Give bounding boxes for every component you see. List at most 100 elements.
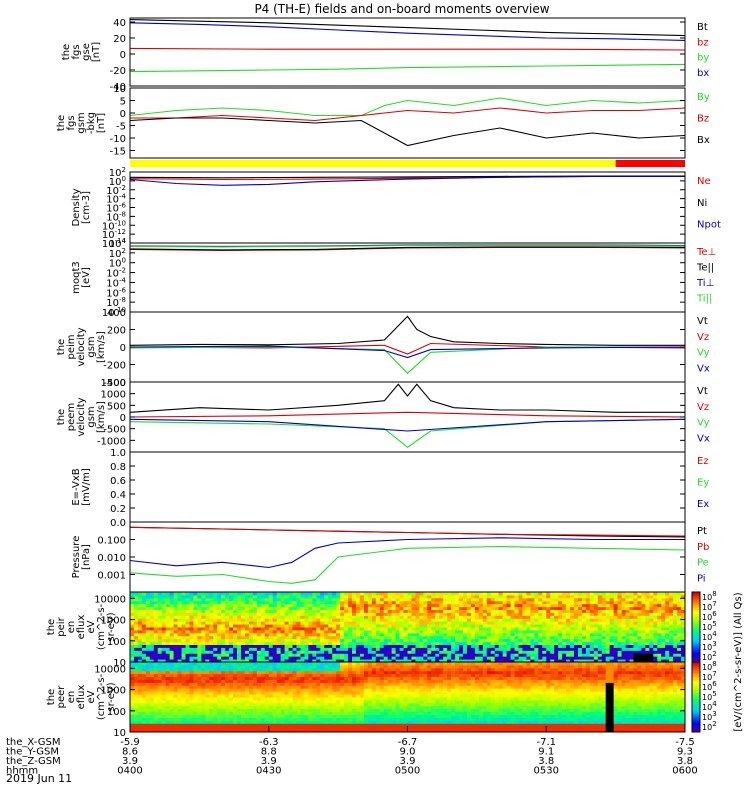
heatmap-cell	[138, 703, 142, 706]
heatmap-cell	[610, 650, 614, 653]
heatmap-cell	[320, 682, 324, 685]
heatmap-cell	[352, 633, 356, 636]
heatmap-cell	[653, 647, 657, 650]
heatmap-cell	[431, 618, 435, 621]
heatmap-cell	[364, 618, 368, 621]
heatmap-cell	[451, 633, 455, 636]
heatmap-cell	[566, 604, 570, 607]
panel-efield: 1.00.80.60.40.20.0E=-VxB [mV/m]EzEyEx	[71, 448, 709, 529]
heatmap-cell	[193, 604, 197, 607]
heatmap-cell	[415, 647, 419, 650]
heatmap-cell	[233, 642, 237, 645]
heatmap-cell	[209, 630, 213, 633]
heatmap-cell	[225, 607, 229, 610]
heatmap-cell	[320, 706, 324, 709]
heatmap-cell	[637, 607, 641, 610]
heatmap-cell	[146, 592, 150, 595]
heatmap-cell	[285, 636, 289, 639]
heatmap-cell	[483, 615, 487, 618]
heatmap-cell	[554, 592, 558, 595]
heatmap-cell	[491, 627, 495, 630]
heatmap-cell	[130, 706, 134, 709]
heatmap-cell	[162, 694, 166, 697]
heatmap-cell	[491, 639, 495, 642]
heatmap-cell	[130, 636, 134, 639]
heatmap-cell	[340, 607, 344, 610]
heatmap-cell	[594, 615, 598, 618]
heatmap-cell	[586, 647, 590, 650]
heatmap-cell	[356, 612, 360, 615]
heatmap-cell	[312, 653, 316, 656]
heatmap-cell	[213, 685, 217, 688]
heatmap-cell	[566, 618, 570, 621]
heatmap-cell	[507, 621, 511, 624]
heatmap-cell	[404, 633, 408, 636]
heatmap-cell	[574, 653, 578, 656]
heatmap-cell	[661, 653, 665, 656]
heatmap-cell	[360, 642, 364, 645]
heatmap-cell	[610, 607, 614, 610]
heatmap-cell	[542, 612, 546, 615]
heatmap-cell	[229, 715, 233, 718]
heatmap-cell	[233, 709, 237, 712]
heatmap-cell	[372, 624, 376, 627]
heatmap-cell	[447, 636, 451, 639]
heatmap-cell	[606, 627, 610, 630]
heatmap-cell	[217, 674, 221, 677]
heatmap-cell	[507, 647, 511, 650]
heatmap-cell	[281, 647, 285, 650]
heatmap-cell	[558, 595, 562, 598]
heatmap-cell	[265, 621, 269, 624]
heatmap-cell	[661, 627, 665, 630]
heatmap-cell	[308, 639, 312, 642]
heatmap-cell	[170, 627, 174, 630]
heatmap-cell	[622, 607, 626, 610]
heatmap-cell	[614, 618, 618, 621]
heatmap-cell	[261, 647, 265, 650]
heatmap-cell	[637, 653, 641, 656]
heatmap-cell	[384, 604, 388, 607]
heatmap-cell	[657, 621, 661, 624]
heatmap-cell	[293, 647, 297, 650]
heatmap-cell	[534, 621, 538, 624]
heatmap-cell	[340, 595, 344, 598]
heatmap-cell	[451, 598, 455, 601]
heatmap-cell	[281, 639, 285, 642]
heatmap-cell	[213, 633, 217, 636]
heatmap-cell	[400, 610, 404, 613]
heatmap-cell	[542, 653, 546, 656]
heatmap-cell	[312, 618, 316, 621]
heatmap-cell	[578, 642, 582, 645]
heatmap-cell	[174, 665, 178, 668]
heatmap-cell	[289, 712, 293, 715]
heatmap-cell	[150, 612, 154, 615]
heatmap-cell	[665, 607, 669, 610]
heatmap-cell	[336, 598, 340, 601]
heatmap-cell	[265, 612, 269, 615]
heatmap-cell	[142, 706, 146, 709]
heatmap-cell	[320, 610, 324, 613]
heatmap-cell	[316, 694, 320, 697]
heatmap-cell	[554, 645, 558, 648]
heatmap-cell	[606, 615, 610, 618]
heatmap-cell	[229, 610, 233, 613]
heatmap-cell	[225, 717, 229, 720]
heatmap-cell	[328, 642, 332, 645]
heatmap-cell	[297, 610, 301, 613]
heatmap-cell	[265, 595, 269, 598]
heatmap-cell	[348, 642, 352, 645]
heatmap-cell	[641, 636, 645, 639]
heatmap-cell	[308, 712, 312, 715]
heatmap-cell	[384, 607, 388, 610]
heatmap-cell	[542, 650, 546, 653]
heatmap-cell	[408, 595, 412, 598]
heatmap-cell	[193, 601, 197, 604]
heatmap-cell	[475, 653, 479, 656]
heatmap-cell	[174, 607, 178, 610]
heatmap-cell	[174, 615, 178, 618]
heatmap-cell	[574, 647, 578, 650]
heatmap-cell	[158, 624, 162, 627]
heatmap-cell	[336, 610, 340, 613]
heatmap-cell	[269, 697, 273, 700]
heatmap-cell	[178, 671, 182, 674]
